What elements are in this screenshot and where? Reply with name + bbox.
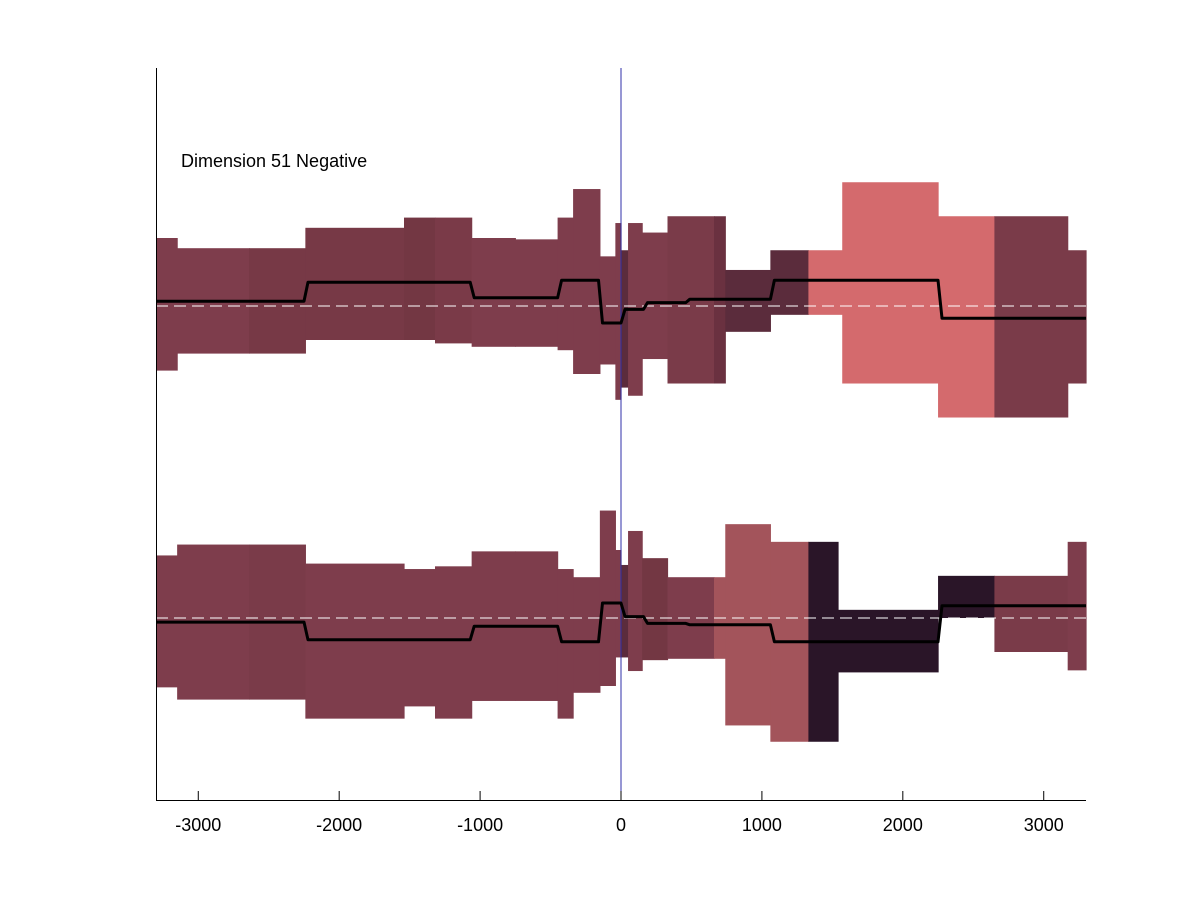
x-tick-label-6: 3000: [1024, 815, 1064, 835]
band-lower-22: [994, 575, 1069, 652]
x-tick-label-5: 2000: [883, 815, 923, 835]
band-upper-6: [471, 238, 516, 347]
axes: [156, 68, 1086, 801]
band-upper-12: [621, 250, 629, 388]
x-tick-label-0: -3000: [175, 815, 221, 835]
band-upper-3: [305, 227, 405, 340]
band-upper-7: [515, 239, 559, 347]
x-tick-label-3: 0: [616, 815, 626, 835]
band-lower-13: [628, 530, 643, 672]
mean-lines-layer: [156, 278, 1086, 644]
dimension-annotation: Dimension 51 Negative: [181, 151, 367, 171]
band-lower-9: [573, 577, 601, 693]
band-lower-8: [557, 569, 574, 719]
band-upper-18: [770, 250, 810, 315]
x-ticks: -3000 -2000 -1000 0 1000 2000 3000: [175, 791, 1064, 835]
x-tick-label-4: 1000: [742, 815, 782, 835]
mean-line-upper: [156, 278, 1086, 325]
band-upper-19: [808, 250, 843, 315]
band-upper-11: [615, 223, 622, 400]
band-lower-14: [642, 558, 669, 661]
band-lower-21: [938, 575, 996, 618]
band-upper-20: [842, 182, 939, 384]
band-lower-4: [404, 569, 436, 707]
band-lower-5: [435, 566, 473, 719]
x-tick-label-2: -1000: [457, 815, 503, 835]
band-upper-4: [404, 217, 436, 340]
band-upper-5: [435, 217, 473, 344]
band-upper-14: [642, 232, 669, 360]
band-upper-8: [557, 217, 574, 351]
baselines-layer: [156, 305, 1086, 619]
mean-line-lower: [156, 601, 1086, 644]
band-upper-10: [599, 256, 616, 365]
x-tick-label-1: -2000: [316, 815, 362, 835]
band-upper-0: [156, 238, 178, 371]
band-lower-10: [599, 510, 616, 686]
band-upper-17: [725, 269, 771, 332]
